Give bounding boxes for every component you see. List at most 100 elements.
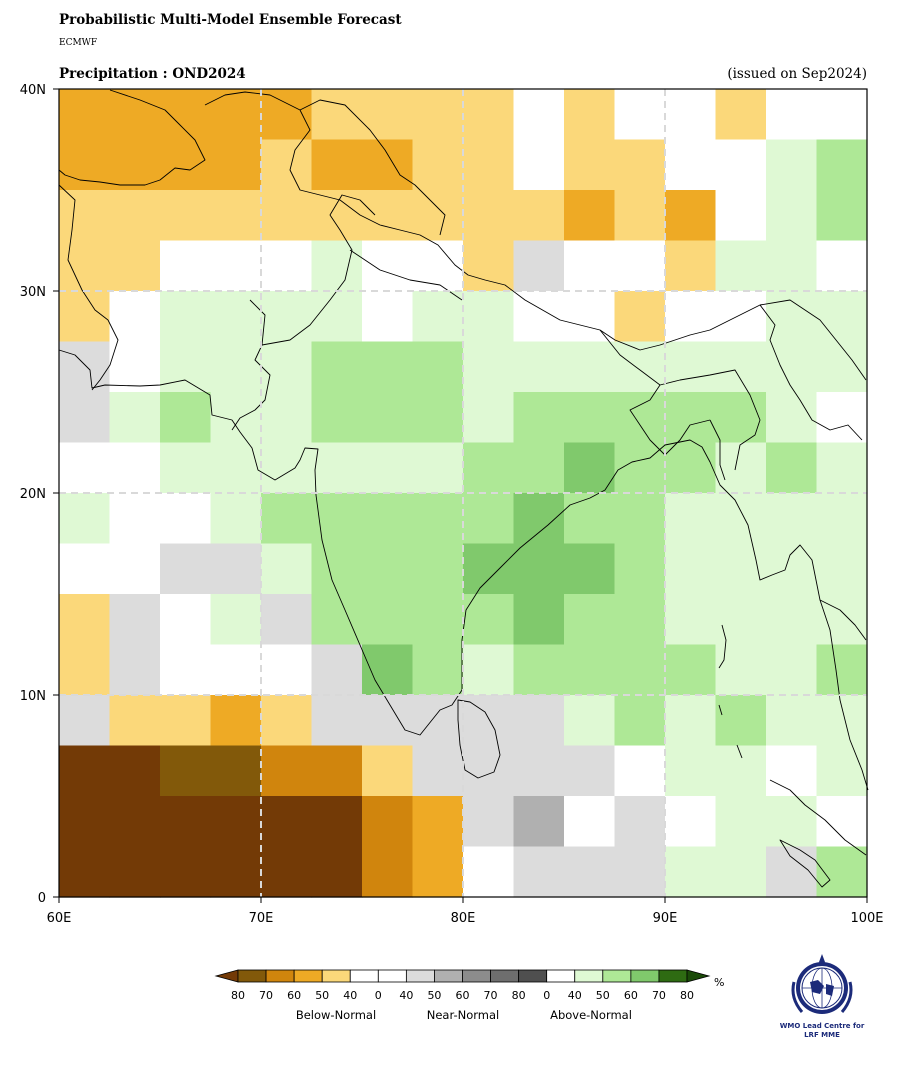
grid-cell [816,190,868,242]
colorbar-tick-label: 80 [231,989,245,1002]
grid-cell [816,139,868,191]
grid-cell [513,139,565,191]
grid-cell [109,341,161,393]
grid-cell [463,493,515,545]
grid-cell [59,796,111,848]
grid-cell [766,745,818,797]
colorbar-tick-label: 50 [427,989,441,1002]
grid-cell [59,341,111,393]
grid-cell [564,846,616,898]
colorbar-segment [490,969,520,983]
colorbar-tick-label: 40 [568,989,582,1002]
grid-cell [816,745,868,797]
colorbar-tick-label: 70 [259,989,273,1002]
grid-cell [210,240,262,292]
grid-cell [261,139,313,191]
grid-cell [210,796,262,848]
grid-cell [766,493,818,545]
x-tick-label: 80E [451,911,476,926]
grid-cell [766,392,818,444]
grid-cell [463,190,515,242]
colorbar-tick-label: 70 [652,989,666,1002]
grid-cell [665,291,717,343]
grid-cell [362,392,414,444]
grid-cell [816,644,868,696]
grid-cell [109,543,161,595]
colorbar-segment [321,969,351,983]
grid-cell [261,644,313,696]
grid-cell [715,543,767,595]
grid-cell [362,341,414,393]
grid-cell [513,442,565,494]
grid-cell [160,644,212,696]
grid-cell [261,89,313,141]
grid-cell [160,745,212,797]
grid-cell [463,240,515,292]
grid-cell [59,644,111,696]
colorbar-tick-label: 50 [315,989,329,1002]
colorbar-unit: % [714,976,724,989]
grid-cell [564,89,616,141]
grid-cell [160,190,212,242]
colorbar-tick-label: 80 [512,989,526,1002]
grid-cell [665,846,717,898]
grid-cell [412,89,464,141]
grid-cell [766,341,818,393]
grid-cell [463,291,515,343]
category-above-normal: Above-Normal [550,1008,632,1022]
grid-cell [513,89,565,141]
grid-cell [362,594,414,646]
grid-cell [311,291,363,343]
grid-cell [665,543,717,595]
grid-cell [665,796,717,848]
grid-cell [362,745,414,797]
grid-cell [210,190,262,242]
grid-cell [766,543,818,595]
grid-cell [564,493,616,545]
grid-cell [362,846,414,898]
colorbar-segment [602,969,632,983]
grid-cell [311,846,363,898]
grid-cell [109,89,161,141]
grid-cell [412,796,464,848]
grid-cell [362,442,414,494]
grid-cell [513,796,565,848]
grid-cell [261,190,313,242]
grid-cell [614,493,666,545]
grid-cell [362,89,414,141]
grid-cell [614,543,666,595]
gridlines [59,89,867,897]
grid-cell [362,139,414,191]
colorbar-tick-label: 50 [596,989,610,1002]
grid-cell [412,846,464,898]
grid-cell [816,796,868,848]
grid-cell [513,594,565,646]
grid-cell [513,543,565,595]
grid-cell [463,89,515,141]
grid-cell [564,594,616,646]
grid-cell [261,493,313,545]
grid-cell [816,341,868,393]
grid-cell [513,695,565,747]
grid-cell [665,89,717,141]
grid-cell [766,139,818,191]
grid-cell [766,291,818,343]
grid-cell [715,846,767,898]
colorbar-tick-label: 80 [680,989,694,1002]
grid-cell [564,644,616,696]
grid-cell [513,493,565,545]
colorbar [214,969,711,983]
grid-cell [261,594,313,646]
grid-cell [564,139,616,191]
grid-cell [513,190,565,242]
grid-cell [362,240,414,292]
colorbar-left-arrow [214,969,239,983]
colorbar-tick-label: 0 [375,989,382,1002]
grid-cell [412,139,464,191]
grid-cell [160,240,212,292]
grid-cell [665,392,717,444]
grid-cell [109,796,161,848]
grid-cell [362,493,414,545]
grid-cell [715,291,767,343]
